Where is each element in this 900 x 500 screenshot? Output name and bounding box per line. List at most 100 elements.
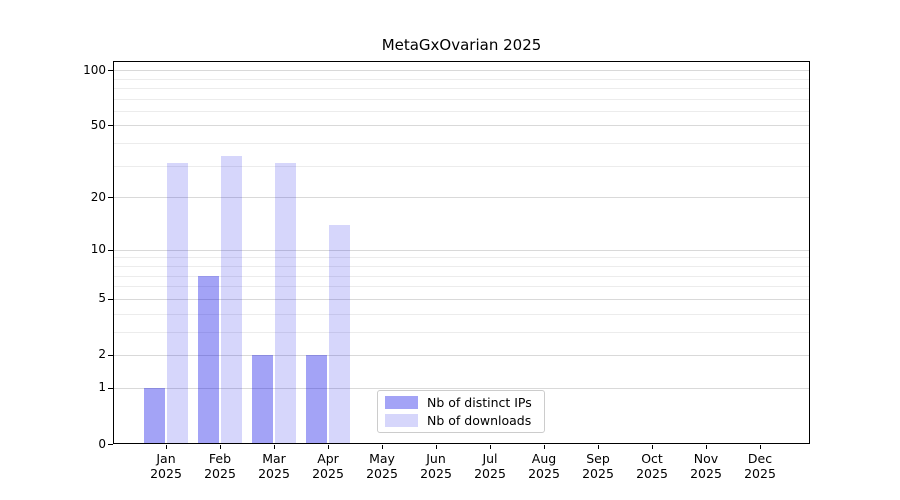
gridline-6	[113, 286, 810, 287]
legend-item-downloads: Nb of downloads	[385, 413, 537, 428]
y-tick-mark-1	[108, 388, 113, 389]
bar-feb-distinct-ips	[198, 276, 219, 443]
y-tick-label-2: 2	[98, 347, 106, 361]
bars-layer	[113, 61, 810, 444]
bar-apr-distinct-ips	[306, 355, 327, 443]
x-tick-label-dec: Dec 2025	[730, 451, 790, 481]
bar-jan-distinct-ips	[144, 388, 165, 443]
y-tick-mark-2	[108, 355, 113, 356]
y-tick-label-0: 0	[98, 437, 106, 451]
x-tick-month: Sep	[586, 451, 610, 466]
legend: Nb of distinct IPs Nb of downloads	[377, 390, 545, 433]
x-tick-mark-jul	[490, 445, 491, 449]
x-tick-mark-dec	[760, 445, 761, 449]
gridline-3	[113, 332, 810, 333]
x-tick-mark-aug	[544, 445, 545, 449]
x-tick-month: Jan	[156, 451, 176, 466]
x-tick-year: 2025	[474, 466, 506, 481]
x-tick-year: 2025	[366, 466, 398, 481]
y-tick-mark-50	[108, 125, 113, 126]
legend-label-distinct-ips: Nb of distinct IPs	[427, 395, 532, 411]
y-tick-label-1: 1	[98, 380, 106, 394]
x-tick-year: 2025	[744, 466, 776, 481]
y-tick-mark-20	[108, 197, 113, 198]
x-tick-label-apr: Apr 2025	[298, 451, 358, 481]
x-tick-year: 2025	[312, 466, 344, 481]
gridline-4	[113, 314, 810, 315]
x-tick-mark-oct	[652, 445, 653, 449]
x-tick-label-jan: Jan 2025	[136, 451, 196, 481]
x-tick-label-aug: Aug 2025	[514, 451, 574, 481]
gridline-20	[113, 197, 810, 198]
bar-mar-downloads	[275, 163, 296, 443]
gridline-5	[113, 299, 810, 300]
x-tick-year: 2025	[420, 466, 452, 481]
x-tick-month: Mar	[262, 451, 286, 466]
bar-feb-downloads	[221, 156, 242, 443]
gridline-7	[113, 276, 810, 277]
gridline-9	[113, 257, 810, 258]
gridline-60	[113, 111, 810, 112]
x-tick-label-jun: Jun 2025	[406, 451, 466, 481]
y-tick-label-20: 20	[90, 190, 106, 204]
x-tick-year: 2025	[150, 466, 182, 481]
gridline-1	[113, 388, 810, 389]
x-tick-year: 2025	[582, 466, 614, 481]
y-tick-label-5: 5	[98, 291, 106, 305]
x-tick-year: 2025	[636, 466, 668, 481]
x-tick-label-feb: Feb 2025	[190, 451, 250, 481]
x-tick-month: Dec	[747, 451, 773, 466]
x-tick-label-sep: Sep 2025	[568, 451, 628, 481]
y-tick-label-50: 50	[90, 118, 106, 132]
x-tick-mark-apr	[328, 445, 329, 449]
x-tick-year: 2025	[528, 466, 560, 481]
gridline-100	[113, 70, 810, 71]
plot-area	[113, 61, 810, 444]
gridline-30	[113, 166, 810, 167]
bar-jan-downloads	[167, 163, 188, 443]
gridline-2	[113, 355, 810, 356]
x-tick-mark-feb	[220, 445, 221, 449]
legend-item-distinct-ips: Nb of distinct IPs	[385, 395, 537, 410]
gridlines-layer	[113, 61, 810, 444]
chart-title: MetaGxOvarian 2025	[381, 36, 542, 54]
x-tick-month: May	[369, 451, 395, 466]
x-tick-label-nov: Nov 2025	[676, 451, 736, 481]
x-tick-year: 2025	[204, 466, 236, 481]
legend-swatch-downloads	[385, 413, 418, 427]
y-tick-mark-10	[108, 250, 113, 251]
x-tick-month: Oct	[641, 451, 663, 466]
x-tick-month: Aug	[531, 451, 557, 466]
y-tick-mark-100	[108, 70, 113, 71]
x-tick-month: Feb	[208, 451, 232, 466]
gridline-50	[113, 125, 810, 126]
x-tick-month: Apr	[317, 451, 339, 466]
x-tick-month: Jul	[482, 451, 498, 466]
x-tick-mark-sep	[598, 445, 599, 449]
x-tick-label-oct: Oct 2025	[622, 451, 682, 481]
x-tick-year: 2025	[690, 466, 722, 481]
x-tick-label-mar: Mar 2025	[244, 451, 304, 481]
x-tick-mark-jun	[436, 445, 437, 449]
gridline-40	[113, 143, 810, 144]
bar-mar-distinct-ips	[252, 355, 273, 443]
y-tick-mark-5	[108, 299, 113, 300]
gridline-10	[113, 250, 810, 251]
legend-swatch-distinct-ips	[385, 396, 418, 410]
y-tick-label-100: 100	[83, 63, 106, 77]
y-tick-label-10: 10	[90, 242, 106, 256]
x-tick-label-may: May 2025	[352, 451, 412, 481]
gridline-90	[113, 79, 810, 80]
y-tick-mark-0	[108, 444, 113, 445]
x-tick-mark-nov	[706, 445, 707, 449]
x-tick-mark-jan	[166, 445, 167, 449]
x-tick-month: Nov	[693, 451, 719, 466]
x-tick-mark-mar	[274, 445, 275, 449]
bar-apr-downloads	[329, 225, 350, 443]
x-tick-label-jul: Jul 2025	[460, 451, 520, 481]
gridline-8	[113, 266, 810, 267]
x-tick-mark-may	[382, 445, 383, 449]
x-tick-month: Jun	[426, 451, 446, 466]
x-tick-year: 2025	[258, 466, 290, 481]
